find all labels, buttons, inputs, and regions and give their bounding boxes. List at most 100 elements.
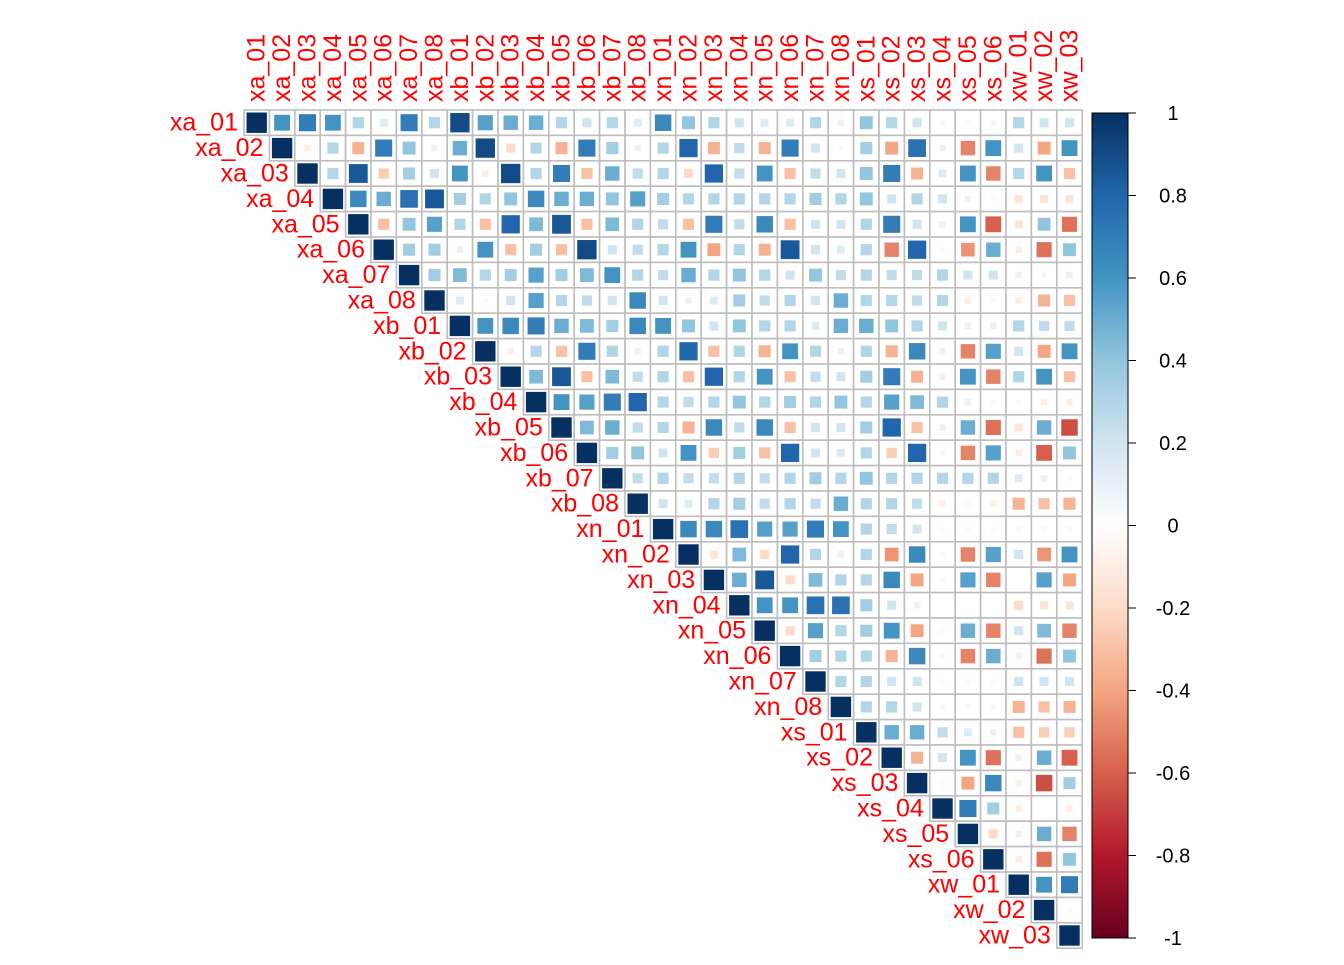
- correlation-cell: [479, 218, 491, 230]
- correlation-cell: [810, 371, 821, 382]
- correlation-cell: [631, 446, 645, 460]
- correlation-cell: [964, 322, 972, 330]
- correlation-cell: [784, 167, 796, 180]
- correlation-cell: [528, 267, 544, 283]
- correlation-cell: [963, 728, 972, 737]
- correlation-cell: [960, 140, 976, 156]
- correlation-cell: [632, 218, 644, 230]
- correlation-cell: [1063, 167, 1076, 180]
- correlation-cell: [959, 216, 976, 233]
- correlation-cell: [758, 345, 771, 358]
- cells-layer: [243, 109, 1084, 949]
- correlation-cell: [708, 269, 720, 281]
- correlation-cell: [605, 217, 620, 232]
- cell-frame: [1056, 667, 1084, 695]
- correlation-cell: [605, 369, 620, 384]
- correlation-cell: [578, 342, 596, 360]
- correlation-cell: [582, 118, 592, 128]
- correlation-cell: [836, 422, 846, 433]
- correlation-cell: [1014, 143, 1024, 153]
- correlation-cell: [657, 421, 669, 434]
- correlation-cell: [782, 343, 799, 360]
- correlation-cell: [732, 268, 746, 282]
- correlation-cell: [1036, 572, 1052, 588]
- correlation-cell: [860, 548, 872, 561]
- correlation-cell: [754, 620, 775, 641]
- correlation-cell: [907, 443, 927, 463]
- column-label: xs_03: [903, 35, 931, 102]
- column-label: xn_06: [776, 34, 804, 102]
- correlation-cell: [506, 143, 516, 153]
- correlation-cell: [860, 624, 873, 637]
- correlation-cell: [685, 297, 692, 304]
- correlation-cell: [759, 498, 770, 509]
- correlation-cell: [1035, 774, 1053, 792]
- correlation-cell: [632, 371, 643, 382]
- correlation-cell: [734, 143, 745, 154]
- correlation-cell: [939, 500, 946, 507]
- correlation-cell: [860, 142, 873, 155]
- correlation-cell: [506, 295, 516, 306]
- correlation-cell: [704, 164, 724, 183]
- correlation-cell: [352, 117, 364, 129]
- correlation-cell: [327, 142, 339, 154]
- column-label: xs_04: [929, 35, 957, 102]
- correlation-cell: [835, 625, 847, 637]
- correlation-cell: [1038, 498, 1050, 510]
- correlation-cell: [1063, 700, 1076, 713]
- correlation-cell: [785, 575, 795, 585]
- correlation-cell: [1039, 676, 1049, 687]
- correlation-cell: [705, 419, 723, 436]
- correlation-cell: [911, 751, 924, 764]
- correlation-cell: [708, 193, 720, 205]
- correlation-cell: [962, 472, 974, 484]
- correlation-cell: [985, 343, 1001, 359]
- correlation-cell: [424, 290, 445, 311]
- correlation-cell: [836, 168, 846, 179]
- correlation-cell: [1063, 573, 1076, 587]
- correlation-cell: [576, 442, 598, 464]
- column-label: xs_02: [878, 35, 906, 102]
- correlation-cell: [757, 521, 773, 537]
- correlation-cell: [504, 192, 518, 206]
- correlation-cell: [454, 218, 466, 230]
- correlation-cell: [503, 115, 518, 130]
- correlation-cell: [809, 117, 822, 129]
- correlation-cell: [630, 191, 646, 207]
- row-label: xs_03: [832, 769, 899, 797]
- correlation-cell: [886, 117, 898, 129]
- correlation-cell: [477, 317, 494, 334]
- correlation-cell: [960, 572, 976, 588]
- correlation-cell: [784, 498, 796, 510]
- correlation-cell: [1037, 217, 1051, 231]
- correlation-cell: [605, 192, 619, 206]
- correlation-cell: [940, 780, 945, 786]
- correlation-cell: [784, 218, 796, 230]
- correlation-cell: [965, 501, 971, 506]
- cell-frame: [1005, 591, 1033, 619]
- correlation-cell: [806, 596, 825, 615]
- correlation-cell: [883, 368, 901, 386]
- correlation-cell: [1037, 344, 1051, 358]
- correlation-cell: [1014, 194, 1023, 203]
- colorbar-tick-label: -0.2: [1156, 598, 1190, 620]
- correlation-cell: [991, 298, 996, 303]
- correlation-cell: [1036, 876, 1053, 893]
- correlation-cell: [1015, 830, 1022, 838]
- row-label: xs_05: [882, 820, 949, 848]
- row-label: xb_03: [424, 363, 492, 391]
- correlation-cell: [832, 596, 850, 615]
- correlation-cell: [298, 114, 317, 132]
- correlation-cell: [912, 270, 923, 281]
- correlation-cell: [682, 116, 695, 130]
- correlation-cell: [806, 520, 825, 538]
- correlation-cell: [759, 473, 770, 484]
- correlation-cell: [883, 571, 900, 589]
- correlation-cell: [605, 420, 620, 435]
- correlation-cell: [552, 164, 571, 183]
- correlation-cell: [456, 246, 464, 253]
- correlation-cell: [860, 218, 872, 230]
- colorbar-tick-label: 1: [1167, 103, 1178, 125]
- correlation-cell: [860, 574, 872, 586]
- correlation-cell: [965, 526, 971, 532]
